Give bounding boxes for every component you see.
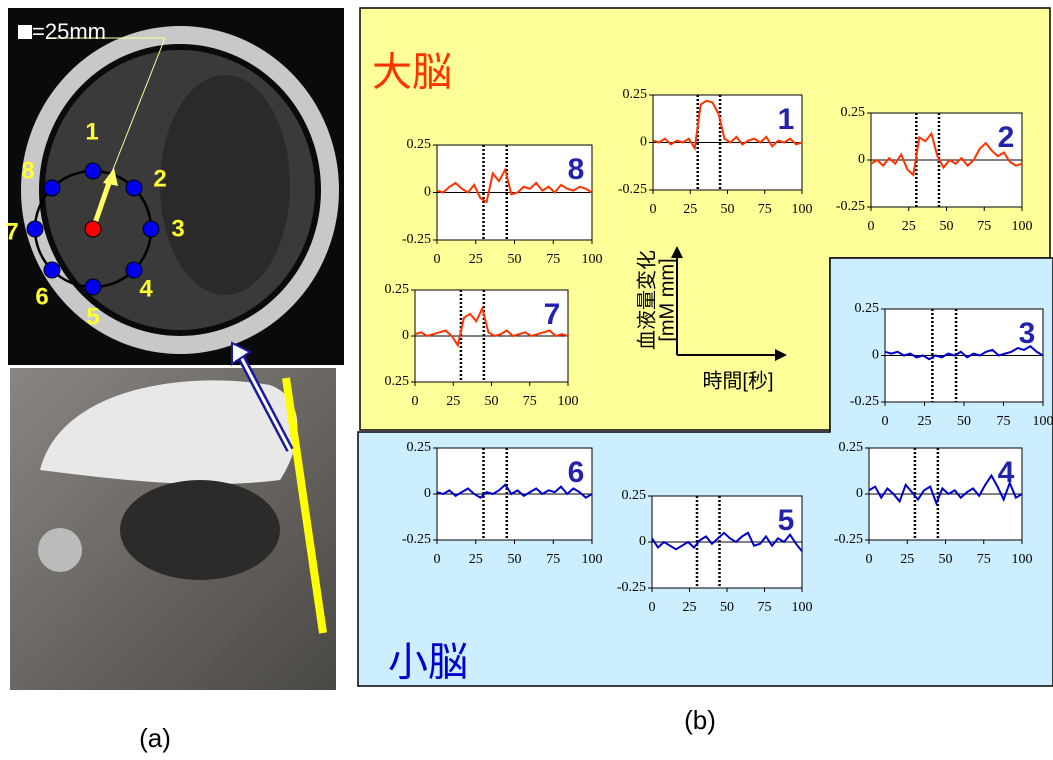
chart-title: 7 xyxy=(544,298,561,331)
y-tick-label: 0 xyxy=(872,348,879,363)
chart-title: 8 xyxy=(568,153,585,186)
probe-label: 5 xyxy=(86,303,99,330)
y-tick-label: -0.25 xyxy=(402,232,431,247)
chart-title: 3 xyxy=(1019,317,1036,350)
x-tick-label: 100 xyxy=(582,252,603,267)
x-tick-label: 100 xyxy=(558,394,579,409)
chart-title: 5 xyxy=(778,504,795,537)
y-tick-label: 0 xyxy=(858,152,865,167)
x-tick-label: 50 xyxy=(508,252,522,267)
probe-label: 7 xyxy=(5,218,18,245)
y-axis-label: [mM mm] xyxy=(656,258,678,341)
y-tick-label: 0 xyxy=(640,135,647,150)
x-tick-label: 0 xyxy=(434,552,441,567)
x-tick-label: 75 xyxy=(977,219,991,234)
y-tick-label: 0.25 xyxy=(385,374,410,389)
probe-point xyxy=(44,262,60,278)
x-tick-label: 100 xyxy=(582,552,603,567)
y-tick-label: 0 xyxy=(856,486,863,501)
x-axis-label: 時間[秒] xyxy=(702,369,773,392)
y-tick-label: 0.25 xyxy=(622,488,647,503)
x-tick-label: 25 xyxy=(902,219,916,234)
x-tick-label: 25 xyxy=(469,552,483,567)
y-tick-label: 0 xyxy=(402,328,409,343)
x-tick-label: 50 xyxy=(940,219,954,234)
x-tick-label: 25 xyxy=(900,552,914,567)
probe-point xyxy=(85,163,101,179)
probe-point xyxy=(143,221,159,237)
chart-title: 4 xyxy=(998,456,1015,489)
x-tick-label: 50 xyxy=(721,202,735,217)
x-tick-label: 25 xyxy=(469,252,483,267)
x-tick-label: 75 xyxy=(997,414,1011,429)
x-tick-label: 0 xyxy=(650,202,657,217)
region-top: 大脳 xyxy=(372,51,452,95)
x-tick-label: 75 xyxy=(758,202,772,217)
probe-point xyxy=(27,221,43,237)
x-tick-label: 25 xyxy=(683,600,697,615)
x-tick-label: 0 xyxy=(412,394,419,409)
y-tick-label: 0.25 xyxy=(841,105,866,120)
y-tick-label: -0.25 xyxy=(402,532,431,547)
y-tick-label: -0.25 xyxy=(850,394,879,409)
y-tick-label: 0.25 xyxy=(407,440,432,455)
y-tick-label: 0 xyxy=(424,486,431,501)
sagittal-image xyxy=(10,343,336,690)
x-tick-label: 100 xyxy=(1012,219,1033,234)
x-tick-label: 75 xyxy=(546,552,560,567)
y-tick-label: 0.25 xyxy=(623,87,648,102)
x-tick-label: 0 xyxy=(866,552,873,567)
figure: 12345678 =25mm (a) 大脳 小脳 血液量変化 [mM mm] 時… xyxy=(0,0,1053,760)
probe-label: 1 xyxy=(85,118,98,145)
probe-label: 6 xyxy=(35,283,48,310)
y-tick-label: -0.25 xyxy=(836,199,865,214)
probe-point xyxy=(44,180,60,196)
x-tick-label: 0 xyxy=(649,600,656,615)
x-tick-label: 25 xyxy=(918,414,932,429)
x-tick-label: 100 xyxy=(792,600,813,615)
y-tick-label: 0.25 xyxy=(407,137,432,152)
y-tick-label: -0.25 xyxy=(618,182,647,197)
x-tick-label: 50 xyxy=(939,552,953,567)
x-tick-label: 0 xyxy=(882,414,889,429)
probe-label: 2 xyxy=(153,165,166,192)
x-tick-label: 75 xyxy=(546,252,560,267)
caption-b: (b) xyxy=(684,705,716,735)
x-tick-label: 100 xyxy=(1033,414,1053,429)
probe-label: 4 xyxy=(139,275,153,302)
chart-title: 2 xyxy=(998,121,1015,154)
x-tick-label: 75 xyxy=(977,552,991,567)
x-tick-label: 25 xyxy=(683,202,697,217)
x-tick-label: 75 xyxy=(758,600,772,615)
probe-label: 3 xyxy=(171,215,184,242)
y-tick-label: 0 xyxy=(424,185,431,200)
x-tick-label: 50 xyxy=(485,394,499,409)
scale-label: =25mm xyxy=(32,19,106,44)
chart-title: 1 xyxy=(778,103,795,136)
region-bottom: 小脳 xyxy=(388,641,468,685)
x-tick-label: 0 xyxy=(868,219,875,234)
y-tick-label: 0.25 xyxy=(855,301,880,316)
caption-a: (a) xyxy=(139,723,171,753)
x-tick-label: 100 xyxy=(1012,552,1033,567)
probe-label: 8 xyxy=(21,157,34,184)
chart-title: 6 xyxy=(568,456,585,489)
x-tick-label: 50 xyxy=(957,414,971,429)
probe-point xyxy=(126,180,142,196)
y-tick-label: 0.25 xyxy=(839,440,864,455)
y-tick-label: 0.25 xyxy=(385,282,410,297)
y-tick-label: 0 xyxy=(639,534,646,549)
x-tick-label: 100 xyxy=(792,202,813,217)
x-tick-label: 75 xyxy=(523,394,537,409)
x-tick-label: 50 xyxy=(508,552,522,567)
x-tick-label: 0 xyxy=(434,252,441,267)
y-tick-label: -0.25 xyxy=(617,580,646,595)
y-tick-label: -0.25 xyxy=(834,532,863,547)
probe-point xyxy=(85,279,101,295)
x-tick-label: 50 xyxy=(720,600,734,615)
y-axis-label: 血液量変化 xyxy=(635,250,658,350)
x-tick-label: 25 xyxy=(446,394,460,409)
